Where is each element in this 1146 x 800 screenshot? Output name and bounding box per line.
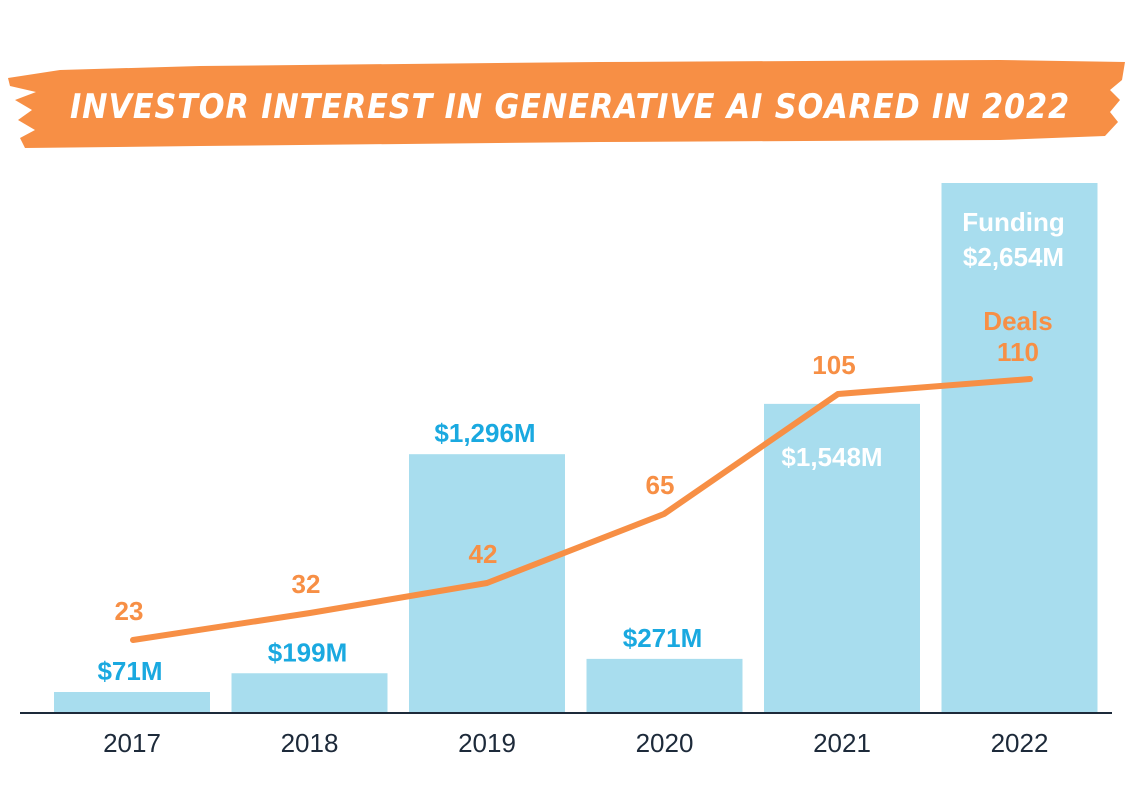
bar-2020	[586, 658, 743, 713]
deals-label-2022: 110	[997, 337, 1039, 367]
x-tick-2020: 2020	[636, 728, 694, 758]
funding-label-2017: $71M	[97, 656, 162, 686]
x-tick-2021: 2021	[813, 728, 871, 758]
data-labels: $71M 23 $199M 32 $1,296M 42 $271M 65 $1,548M 105 F…	[97, 207, 1064, 686]
deals-line-path	[130, 376, 1033, 643]
bar-2021	[764, 403, 920, 713]
bar-2022	[941, 183, 1098, 713]
x-tick-2019: 2019	[458, 728, 516, 758]
x-tick-2018: 2018	[281, 728, 339, 758]
funding-label-2022: $2,654M	[963, 242, 1064, 272]
chart-title: INVESTOR INTEREST IN GENERATIVE AI SOARE…	[70, 87, 1070, 127]
x-ticks: 2017 2018 2019 2020 2021 2022	[103, 728, 1048, 758]
title-banner: INVESTOR INTEREST IN GENERATIVE AI SOARE…	[8, 60, 1125, 148]
deals-label-2018: 32	[292, 569, 321, 599]
bar-2018	[231, 673, 388, 713]
banner-brush	[8, 60, 1125, 148]
bars	[54, 183, 1098, 713]
funding-label-2021: $1,548M	[781, 442, 882, 472]
x-tick-2017: 2017	[103, 728, 161, 758]
deals-label-2017: 23	[115, 596, 144, 626]
deals-label-2019: 42	[469, 539, 498, 569]
deals-label-2021: 105	[812, 350, 855, 380]
x-tick-2022: 2022	[991, 728, 1049, 758]
bar-2017	[54, 692, 210, 713]
funding-label-2018: $199M	[268, 637, 348, 667]
legend-deals: Deals	[983, 306, 1052, 336]
deals-label-2020: 65	[646, 470, 675, 500]
funding-label-2019: $1,296M	[434, 418, 535, 448]
funding-label-2020: $271M	[623, 623, 703, 653]
deals-line	[130, 376, 1033, 643]
legend-funding: Funding	[962, 207, 1065, 237]
